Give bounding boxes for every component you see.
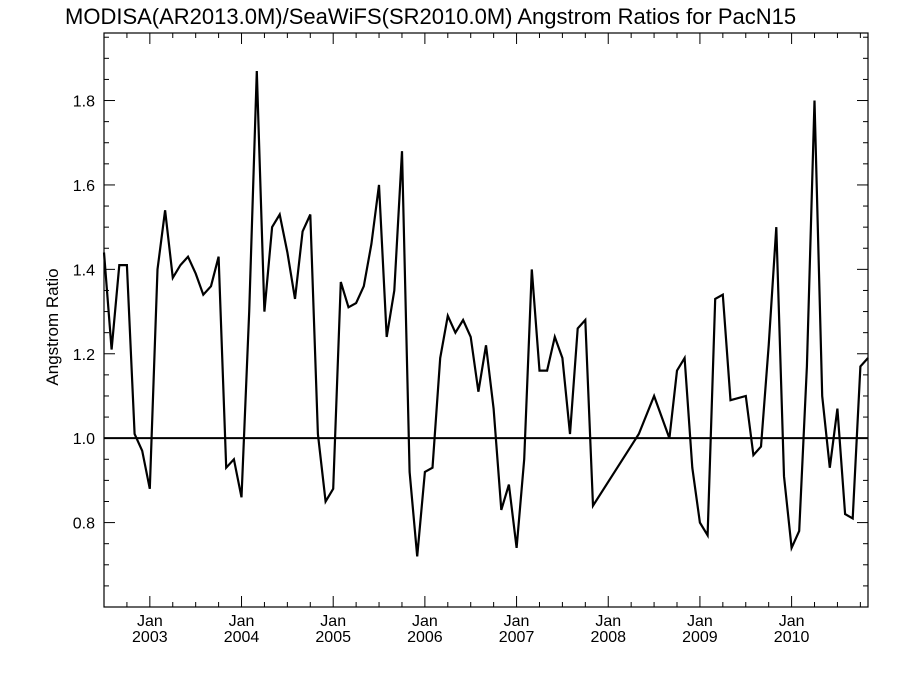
x-tick-label-year: 2005 [315,629,351,646]
y-axis-label: Angstrom Ratio [43,268,62,385]
x-tick-label-year: 2003 [132,629,168,646]
y-tick-label: 0.8 [73,516,95,533]
x-tick-label-month: Jan [687,613,713,630]
y-tick-label: 1.6 [73,178,95,195]
x-tick-label-month: Jan [412,613,438,630]
x-tick-label-year: 2007 [499,629,535,646]
tick-labels: 0.81.01.21.41.61.8Jan2003Jan2004Jan2005J… [73,94,810,646]
y-tick-label: 1.2 [73,347,95,364]
x-tick-label-month: Jan [504,613,530,630]
series-line [102,70,869,557]
x-tick-label-year: 2006 [407,629,443,646]
y-tick-label: 1.4 [73,262,95,279]
x-tick-label-month: Jan [137,613,163,630]
x-tick-label-year: 2009 [682,629,718,646]
chart-title: MODISA(AR2013.0M)/SeaWiFS(SR2010.0M) Ang… [65,4,796,29]
x-tick-label-month: Jan [320,613,346,630]
x-tick-label-month: Jan [779,613,805,630]
x-tick-label-year: 2004 [224,629,260,646]
axis-ticks [103,33,868,607]
plot-area-frame [103,32,869,608]
x-tick-label-month: Jan [229,613,255,630]
x-tick-label-month: Jan [595,613,621,630]
y-tick-label: 1.8 [73,94,95,111]
x-tick-label-year: 2010 [774,629,810,646]
x-tick-label-year: 2008 [590,629,626,646]
y-tick-label: 1.0 [73,431,95,448]
